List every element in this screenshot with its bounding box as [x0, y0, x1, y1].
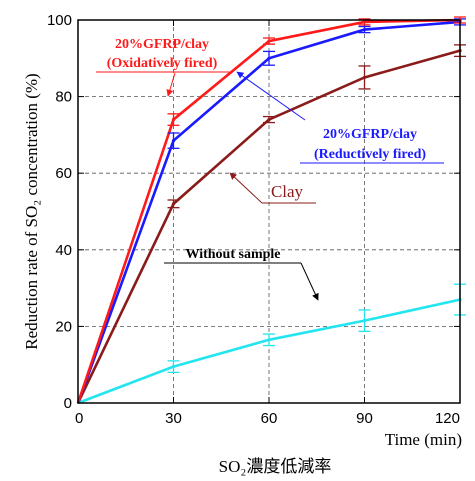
annotation-label-1: 20%GFRP/clay	[323, 127, 417, 142]
y-tick-label: 40	[55, 242, 72, 259]
annotations: 20%GFRP/clay (Oxidatively fired) 20%GFRP/c…	[96, 37, 444, 301]
error-bar	[263, 50, 275, 66]
annotation-label-1: (Reductively fired)	[314, 147, 426, 162]
data-point	[171, 139, 176, 143]
error-bar	[167, 199, 180, 209]
x-axis-title: Time (min)	[385, 430, 462, 449]
x-tick-label: 60	[261, 410, 278, 427]
annotation-label-3: Without sample	[185, 247, 280, 262]
y-tick-label: 100	[47, 12, 72, 29]
y-tick-label: 60	[55, 165, 72, 182]
y-tick-label: 0	[64, 395, 72, 412]
error-bar	[263, 37, 275, 45]
error-bar	[263, 333, 275, 347]
annotation-label-2: Clay	[271, 182, 304, 201]
plot-frame	[77, 19, 461, 404]
data-point	[362, 27, 367, 32]
x-tick-label: 90	[356, 410, 373, 427]
error-bar	[263, 115, 275, 124]
data-point	[267, 56, 271, 60]
annotation-arrow	[229, 172, 263, 204]
error-bar	[167, 132, 180, 149]
y-axis-title: Reduction rate of SO₂ concentration (%)	[22, 73, 41, 349]
annotation-arrow	[300, 262, 319, 301]
data-point	[171, 202, 176, 206]
data-point	[171, 117, 176, 122]
x-tick-label: 0	[75, 410, 83, 427]
y-tick-label: 80	[55, 89, 72, 106]
error-bar	[358, 309, 371, 333]
data-point	[267, 338, 271, 342]
error-bar	[358, 65, 371, 90]
x-tick-label: 30	[165, 410, 182, 427]
data-point	[267, 39, 271, 43]
data-point	[362, 319, 367, 323]
annotation-arrow	[236, 71, 306, 121]
error-bar	[358, 25, 371, 34]
data-point	[267, 117, 271, 122]
data-point	[171, 365, 176, 369]
error-bar	[167, 360, 180, 374]
error-bar	[167, 113, 180, 126]
annotation-arrow	[166, 72, 176, 97]
data-point	[362, 20, 367, 24]
y-tick-label: 20	[55, 318, 72, 335]
annotation-label-0: 20%GFRP/clay	[115, 37, 209, 52]
tick-labels: 0 20 40 60 80 100 0 30 60 90 120	[47, 12, 460, 427]
data-point	[362, 75, 367, 80]
x-tick-label: 120	[435, 410, 460, 427]
annotation-label-0: (Oxidatively fired)	[107, 56, 218, 71]
figure-caption: SO₂濃度低減率	[219, 457, 332, 476]
